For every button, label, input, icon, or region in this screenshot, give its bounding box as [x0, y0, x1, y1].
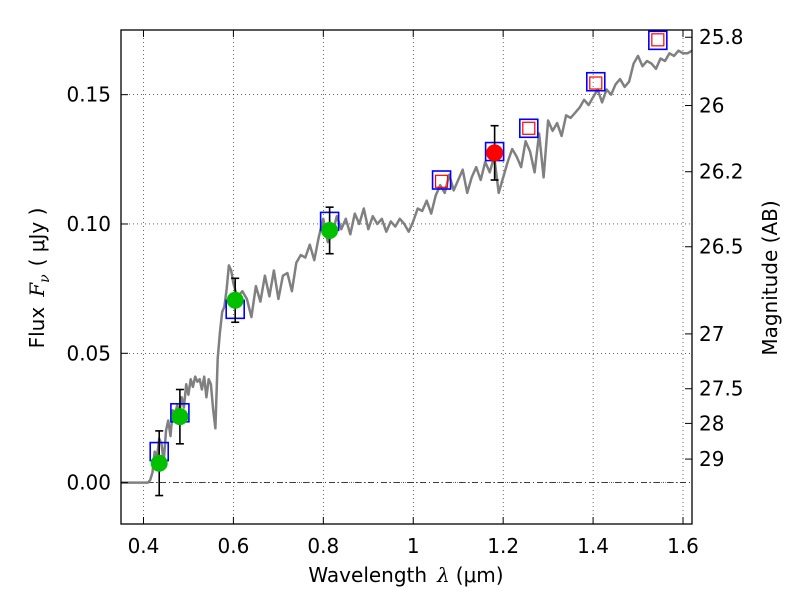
photometry-points — [149, 30, 668, 497]
upper-limit-square — [651, 33, 665, 47]
upper-limit-square — [434, 174, 449, 188]
spectrum-series — [121, 49, 693, 484]
observed-point — [321, 221, 339, 239]
observed-point — [171, 408, 189, 426]
x-tick-label: 0.8 — [307, 534, 339, 558]
mag-tick-label: 28 — [699, 411, 724, 435]
y-tick-label: 0.10 — [66, 212, 111, 236]
axis-ticks: 0.4 0.6 0.8 1 1.2 1.4 1.6 0.00 0.05 0.10 0.15 25.8 2… — [66, 25, 743, 558]
y-tick-label: 0.15 — [66, 83, 111, 107]
model-square-point — [431, 170, 452, 190]
model-square-point — [518, 118, 539, 139]
x-tick-label: 1.4 — [577, 534, 609, 558]
mag-tick-label: 27.5 — [699, 377, 744, 401]
observed-point — [226, 291, 244, 309]
grid — [121, 30, 692, 524]
x-tick-label: 1.6 — [667, 534, 699, 558]
model-square-point — [585, 71, 606, 92]
plot-frame — [120, 29, 693, 525]
x-tick-label: 1 — [407, 534, 420, 558]
x-axis-label: Wavelength λ (μm) — [308, 563, 503, 587]
mag-tick-label: 27 — [699, 322, 724, 346]
mag-tick-label: 26.5 — [699, 235, 744, 259]
x-tick-label: 0.6 — [217, 534, 249, 558]
x-tick-label: 0.4 — [128, 534, 160, 558]
y-tick-label: 0.00 — [66, 471, 111, 495]
model-square-point — [648, 30, 668, 51]
observed-point — [150, 454, 168, 472]
x-tick-label: 1.2 — [487, 534, 519, 558]
mag-tick-label: 26.2 — [699, 160, 744, 184]
mag-tick-label: 29 — [699, 447, 724, 471]
upper-limit-square — [589, 76, 603, 90]
y-tick-label: 0.05 — [66, 341, 111, 365]
mag-tick-label: 26 — [699, 94, 724, 118]
y-axis-label: FluxFν( μJy ) — [25, 208, 53, 349]
observed-point — [486, 144, 504, 162]
spectrum-line — [121, 49, 693, 484]
y2-axis-label: Magnitude (AB) — [758, 200, 782, 355]
upper-limit-square — [522, 121, 536, 135]
mag-tick-label: 25.8 — [699, 25, 744, 49]
